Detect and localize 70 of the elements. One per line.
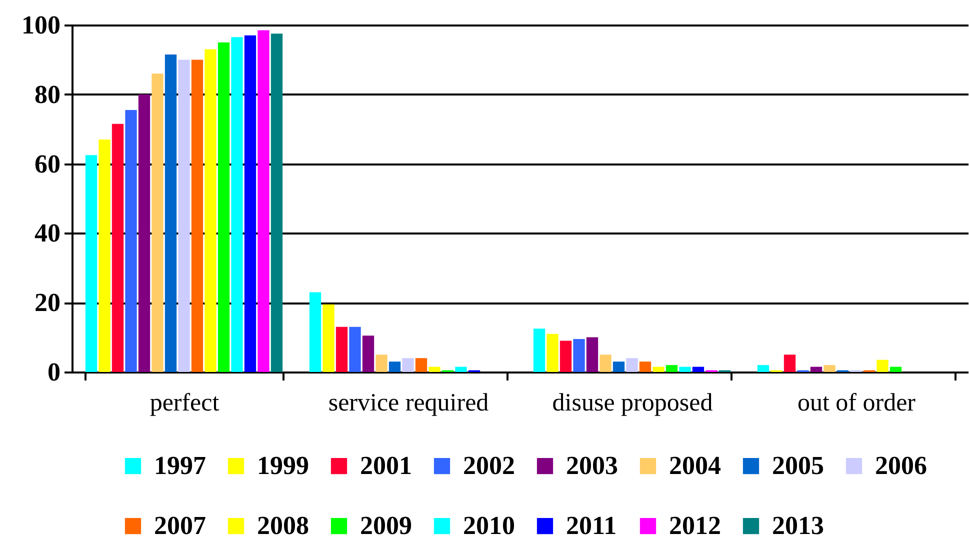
legend-label: 2006 — [875, 451, 927, 480]
bar — [322, 304, 334, 372]
y-tick-label: 0 — [48, 358, 60, 386]
bar — [191, 60, 204, 372]
bar — [626, 358, 638, 372]
x-tick-label: service required — [328, 390, 490, 416]
bar — [164, 54, 177, 372]
legend-label: 2008 — [257, 511, 309, 540]
legend-label: 2009 — [360, 511, 412, 540]
bar — [152, 74, 164, 372]
legend-label: 2004 — [669, 451, 721, 480]
legend-label: 2011 — [566, 511, 617, 540]
y-tick-label: 80 — [34, 80, 60, 109]
bar — [573, 339, 585, 372]
x-tick-label: perfect — [150, 390, 220, 416]
bar — [270, 34, 283, 372]
bar — [415, 358, 428, 372]
bar — [178, 60, 190, 372]
bar — [85, 155, 98, 372]
bar — [125, 110, 137, 372]
legend-label: 2001 — [360, 451, 412, 480]
bar — [204, 49, 216, 372]
bar — [349, 326, 361, 372]
bar — [692, 366, 704, 372]
y-tick-label: 60 — [34, 149, 60, 178]
legend-label: 2007 — [154, 511, 206, 540]
bar — [428, 366, 440, 372]
bar — [784, 354, 796, 372]
bar — [639, 362, 652, 372]
bar — [666, 365, 678, 372]
y-tick-label: 20 — [34, 288, 60, 318]
bar — [309, 292, 322, 372]
legend-label: 2013 — [772, 511, 824, 540]
legend-label: 1999 — [257, 451, 309, 480]
bar — [455, 366, 467, 372]
bar — [98, 140, 110, 372]
bar — [218, 42, 230, 372]
bar — [402, 358, 414, 372]
bar — [652, 366, 664, 372]
bar — [388, 362, 401, 372]
bar — [890, 366, 902, 372]
bar — [586, 337, 598, 372]
legend-label: 2003 — [566, 451, 618, 480]
bar — [244, 35, 256, 372]
y-tick-label: 100 — [22, 10, 60, 40]
bar — [138, 94, 150, 372]
legend-label: 1997 — [154, 451, 206, 480]
x-tick-label: disuse proposed — [552, 390, 714, 416]
bar — [546, 334, 558, 372]
bar — [679, 366, 691, 372]
bar — [876, 360, 888, 372]
bar — [600, 354, 612, 372]
bar — [231, 37, 243, 372]
legend-label: 2010 — [463, 511, 515, 540]
bar — [533, 328, 546, 372]
legend-label: 2012 — [669, 511, 721, 540]
bar — [258, 30, 270, 372]
bar — [757, 365, 770, 372]
bar — [362, 336, 374, 372]
legend-label: 2005 — [772, 451, 824, 480]
bar — [336, 326, 348, 372]
bar — [612, 362, 625, 372]
bar — [810, 366, 822, 372]
bar — [560, 340, 572, 372]
bar — [112, 124, 124, 372]
x-tick-label: out of order — [797, 390, 916, 416]
bar — [824, 365, 836, 372]
y-tick-label: 40 — [34, 218, 60, 248]
legend-label: 2002 — [463, 451, 515, 480]
bar — [376, 354, 388, 372]
